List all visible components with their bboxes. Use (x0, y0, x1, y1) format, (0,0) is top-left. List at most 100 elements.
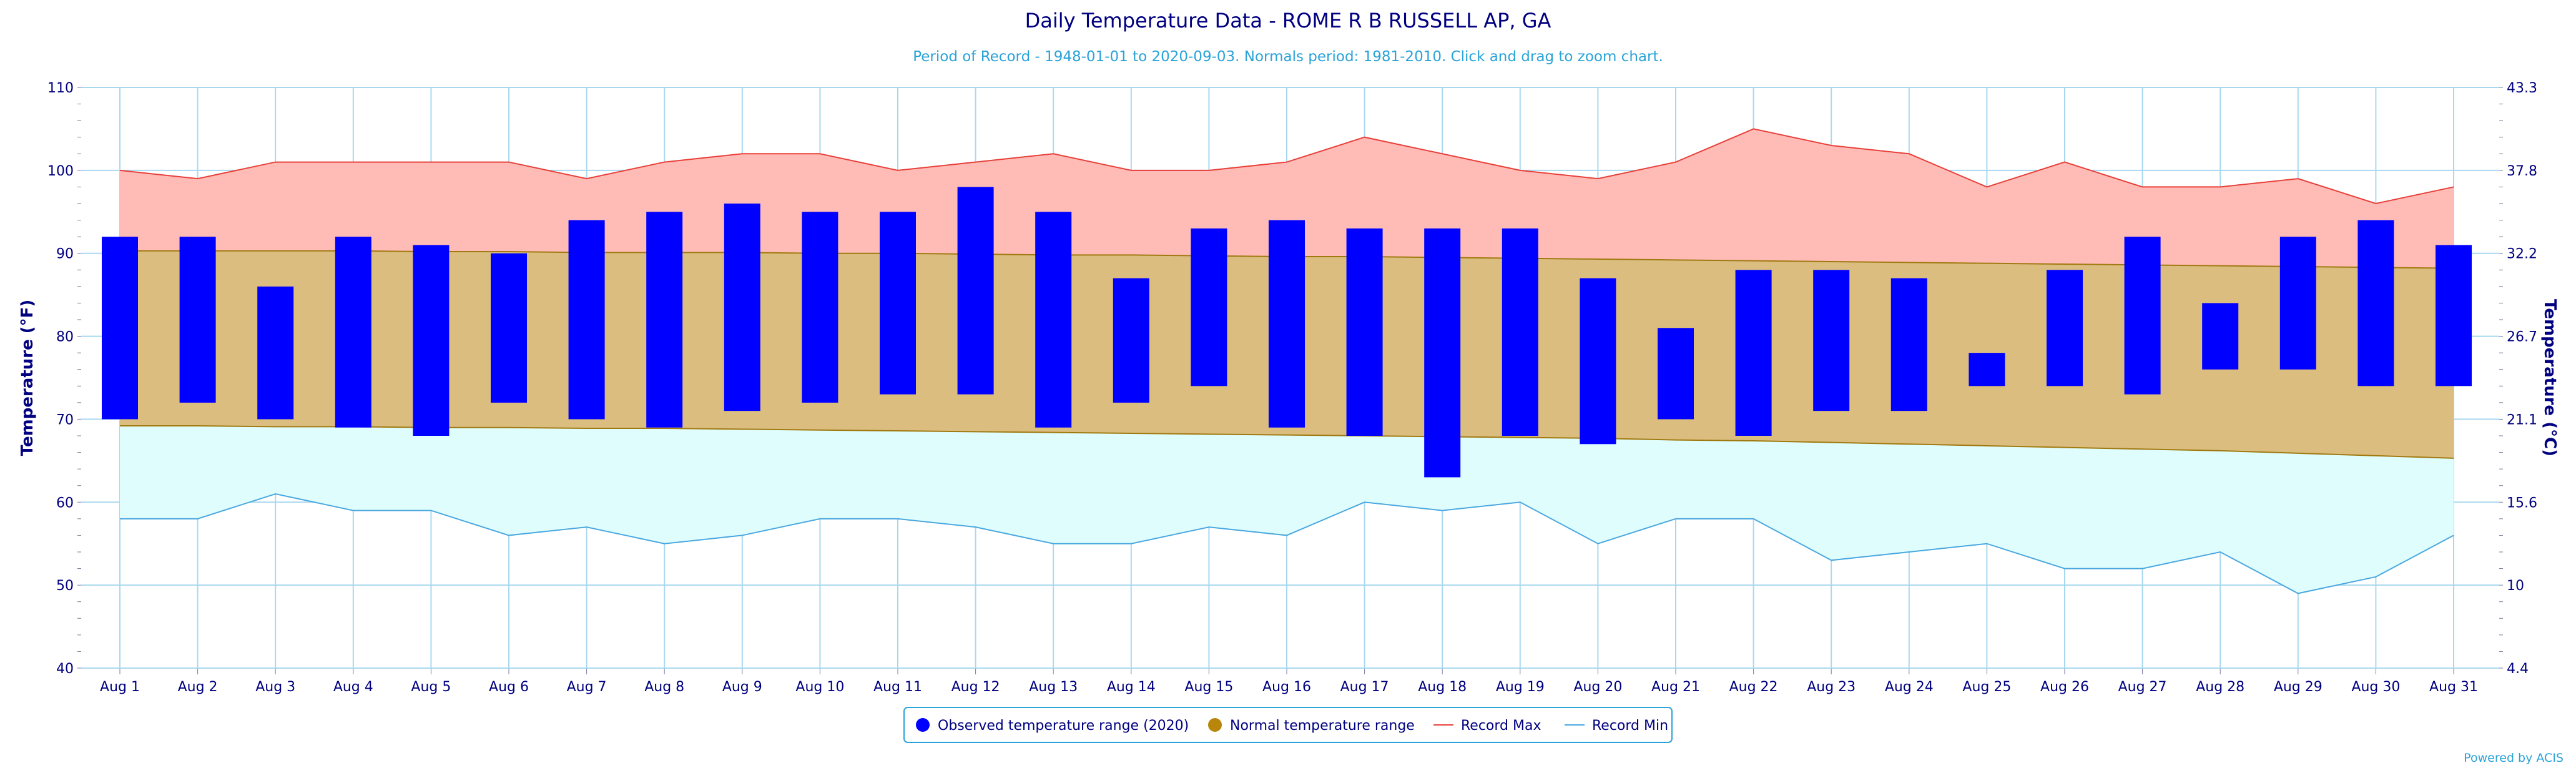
y-tick-right: 43.3 (2507, 81, 2537, 96)
y-axis-right: 4.4 10 15.6 21.1 26.7 32.2 37.8 43.3 (2499, 81, 2537, 677)
record-min-line (120, 493, 2454, 594)
observed-bar (1269, 220, 1305, 428)
observed-bar (1346, 228, 1383, 436)
observed-bar (1890, 278, 1927, 411)
observed-bar (1658, 328, 1694, 420)
x-tick-label: Aug 18 (1418, 679, 1467, 695)
observed-bar (2202, 303, 2239, 370)
observed-bar (413, 245, 450, 436)
x-tick-label: Aug 31 (2429, 679, 2478, 695)
observed-bar (880, 212, 916, 395)
x-tick-label: Aug 24 (1885, 679, 1934, 695)
x-tick-label: Aug 20 (1573, 679, 1622, 695)
y-tick-left: 40 (56, 661, 74, 677)
x-tick-label: Aug 6 (489, 679, 529, 695)
x-tick-label: Aug 27 (2118, 679, 2167, 695)
legend-box (903, 707, 1673, 743)
x-tick-label: Aug 30 (2351, 679, 2400, 695)
x-tick-label: Aug 16 (1262, 679, 1311, 695)
y-tick-left: 110 (47, 81, 74, 96)
observed-bar (1502, 228, 1538, 436)
legend-item-record-max[interactable]: Record Max (1433, 718, 1541, 734)
observed-bar (802, 212, 838, 403)
x-tick-label: Aug 26 (2040, 679, 2089, 695)
observed-bar (1969, 353, 2005, 386)
y-tick-right: 37.8 (2507, 164, 2537, 179)
legend-observed-label: Observed temperature range (2020) (938, 718, 1189, 734)
observed-bar (2436, 245, 2472, 386)
observed-bar (724, 204, 760, 411)
observed-bar (102, 237, 138, 420)
observed-bar (957, 187, 994, 395)
legend-normal-label: Normal temperature range (1230, 718, 1415, 734)
y-tick-right: 10 (2507, 578, 2524, 594)
observed-bar (1424, 228, 1461, 478)
record-min-band (120, 426, 2454, 594)
x-tick-label: Aug 23 (1807, 679, 1856, 695)
y-tick-left: 60 (56, 495, 74, 511)
x-tick-label: Aug 25 (1962, 679, 2011, 695)
legend: Observed temperature range (2020) Normal… (903, 707, 1673, 743)
plot-area[interactable] (81, 87, 2499, 669)
normal-low-line (120, 425, 2454, 459)
chart-title: Daily Temperature Data - ROME R B RUSSEL… (1025, 9, 1551, 32)
record-max-area (120, 129, 2454, 268)
observed-bar (568, 220, 605, 420)
x-tick-label: Aug 15 (1184, 679, 1233, 695)
y-tick-left: 50 (56, 578, 74, 594)
observed-bar (257, 286, 294, 420)
y-axis-left-title: Temperature (°F) (18, 300, 37, 456)
observed-bar (2357, 220, 2394, 386)
observed-range-bars (102, 187, 2472, 478)
y-tick-right: 26.7 (2507, 330, 2537, 345)
record-min-series (120, 493, 2454, 594)
y-tick-right: 4.4 (2507, 661, 2529, 677)
legend-item-observed[interactable]: Observed temperature range (2020) (916, 718, 1189, 734)
y-axis-left: 40 50 60 70 80 90 100 110 (47, 81, 81, 677)
x-tick-label: Aug 19 (1496, 679, 1545, 695)
observed-bar (1580, 278, 1616, 445)
record-min-area (120, 426, 2454, 594)
record-max-series (119, 128, 2454, 205)
legend-record-max-label: Record Max (1461, 718, 1541, 734)
credit-link[interactable]: Powered by ACIS (2464, 751, 2564, 765)
observed-bar (335, 237, 371, 428)
x-axis: Aug 1 Aug 2 Aug 3 Aug 4 Aug 5 Aug 6 Aug 7 Aug 8… (81, 667, 2499, 695)
x-tick-label: Aug 11 (873, 679, 922, 695)
x-tick-label: Aug 4 (333, 679, 373, 695)
y-tick-left: 70 (56, 412, 74, 428)
y-tick-right: 32.2 (2507, 247, 2537, 262)
observed-bar (1191, 228, 1227, 386)
x-tick-label: Aug 8 (644, 679, 684, 695)
observed-bar (491, 253, 527, 403)
legend-normal-marker (1208, 718, 1222, 732)
legend-item-normal[interactable]: Normal temperature range (1208, 718, 1415, 734)
x-tick-label: Aug 1 (100, 679, 140, 695)
y-tick-left: 100 (47, 164, 74, 179)
observed-bar (1735, 270, 1772, 436)
x-tick-label: Aug 2 (178, 679, 218, 695)
observed-bar (1035, 212, 1072, 428)
x-tick-label: Aug 5 (411, 679, 451, 695)
record-max-line (119, 128, 2454, 205)
legend-item-record-min[interactable]: Record Min (1565, 718, 1668, 734)
observed-bar (2047, 270, 2083, 386)
record-max-band (120, 129, 2454, 268)
chart-subtitle: Period of Record - 1948-01-01 to 2020-09… (913, 49, 1663, 65)
x-tick-label: Aug 17 (1340, 679, 1389, 695)
y-tick-right: 21.1 (2507, 412, 2537, 428)
x-tick-label: Aug 9 (722, 679, 762, 695)
x-tick-label: Aug 29 (2274, 679, 2323, 695)
x-tick-label: Aug 3 (255, 679, 295, 695)
observed-bar (646, 212, 683, 428)
x-tick-label: Aug 28 (2196, 679, 2244, 695)
x-tick-label: Aug 13 (1029, 679, 1078, 695)
y-tick-left: 80 (56, 330, 74, 345)
observed-bar (179, 237, 216, 403)
x-tick-label: Aug 22 (1729, 679, 1778, 695)
x-tick-label: Aug 14 (1107, 679, 1156, 695)
x-tick-label: Aug 21 (1651, 679, 1700, 695)
x-tick-label: Aug 7 (567, 679, 607, 695)
legend-record-min-label: Record Min (1592, 718, 1668, 734)
